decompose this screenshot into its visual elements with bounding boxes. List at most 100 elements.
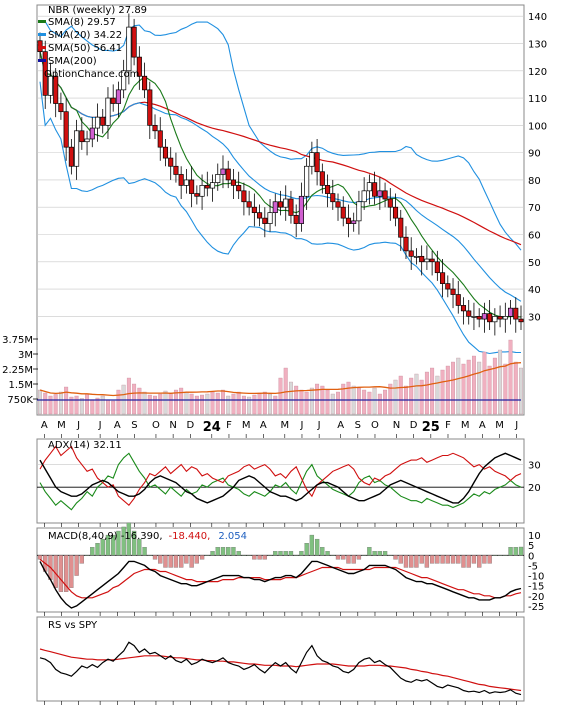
macd-panel-frame bbox=[36, 527, 525, 613]
axis-labels: 304050607080901001101201301403.75M3M2.25… bbox=[2, 12, 547, 705]
candle-body bbox=[204, 185, 210, 189]
macd-histogram-bar bbox=[215, 547, 220, 556]
macd-histogram-bar bbox=[362, 555, 367, 556]
x-axis-label: J bbox=[98, 420, 102, 431]
macd-histogram-bar bbox=[236, 551, 241, 556]
candle-body bbox=[487, 313, 493, 323]
macd-histogram-bar bbox=[398, 555, 403, 564]
volume-bar bbox=[241, 395, 246, 415]
candle-body bbox=[162, 146, 169, 159]
candle-body bbox=[168, 157, 174, 167]
volume-bar bbox=[158, 393, 163, 415]
plus-di-line bbox=[39, 452, 522, 511]
candle-body bbox=[366, 182, 372, 192]
main-panel-frame bbox=[36, 4, 525, 416]
candle-body bbox=[455, 294, 461, 306]
candle-body bbox=[460, 305, 467, 312]
candle-body bbox=[330, 193, 336, 203]
x-axis-label: M bbox=[461, 420, 470, 431]
volume-bar bbox=[461, 363, 466, 415]
price-panel bbox=[37, 13, 524, 355]
candle-body bbox=[63, 111, 69, 148]
sma8-line bbox=[39, 51, 522, 318]
macd-value: MACD(8,40,9) -16.390, bbox=[48, 531, 163, 542]
volume-bar bbox=[179, 387, 184, 415]
candle-body bbox=[47, 75, 54, 96]
volume-bar bbox=[132, 383, 137, 415]
volume-bar bbox=[126, 377, 131, 415]
macd-histogram-bar bbox=[121, 526, 126, 556]
candle-body bbox=[502, 316, 508, 320]
volume-bar bbox=[226, 395, 231, 415]
volume-bar bbox=[372, 387, 377, 415]
macd-histogram-bar bbox=[95, 543, 100, 556]
volume-bar bbox=[69, 396, 74, 415]
legend-sma20: SMA(20) 34.22 bbox=[48, 30, 122, 41]
candle-body bbox=[387, 198, 393, 208]
candle-body bbox=[126, 26, 132, 72]
macd-histogram-bar bbox=[440, 555, 445, 564]
macd-histogram-bar bbox=[152, 555, 158, 560]
x-axis-label: M bbox=[57, 420, 66, 431]
candle-body bbox=[283, 198, 289, 208]
candle-body bbox=[429, 258, 435, 263]
volume-tick-label: 3M bbox=[18, 350, 33, 361]
candle-body bbox=[476, 316, 482, 320]
macd-histogram-bar bbox=[267, 555, 273, 556]
candle-body bbox=[345, 217, 352, 224]
macd-histogram-bar bbox=[372, 551, 377, 556]
x-axis-label: D bbox=[410, 420, 418, 431]
candle-body bbox=[74, 130, 80, 167]
candle-body bbox=[419, 255, 425, 263]
candle-body bbox=[189, 179, 195, 194]
macd-histogram-bar bbox=[105, 534, 111, 556]
candle-body bbox=[377, 190, 383, 197]
volume-bar bbox=[430, 367, 435, 415]
legend-sma200: SMA(200) bbox=[48, 56, 97, 67]
macd-histogram-bar bbox=[429, 555, 435, 564]
x-axis-label: O bbox=[371, 420, 379, 431]
candle-body bbox=[241, 190, 247, 203]
volume-bar bbox=[456, 357, 461, 415]
candle-body bbox=[178, 174, 184, 186]
legend-swatch-sma20 bbox=[38, 33, 46, 36]
volume-bar bbox=[53, 394, 58, 415]
volume-average-line bbox=[39, 362, 522, 397]
macd-histogram-bar bbox=[393, 555, 398, 560]
candle-body bbox=[142, 75, 148, 91]
macd-histogram-bar bbox=[205, 555, 210, 556]
price-tick-label: 110 bbox=[528, 94, 547, 105]
macd-histogram-bar bbox=[294, 555, 299, 556]
macd-histogram-bar bbox=[330, 555, 335, 556]
candle-body bbox=[147, 89, 153, 126]
legend-sma50: SMA(50) 56.41 bbox=[48, 43, 122, 54]
candle-body bbox=[225, 168, 231, 181]
candle-body bbox=[42, 51, 48, 96]
macd-histogram-bar bbox=[168, 555, 173, 568]
macd-histogram-bar bbox=[278, 551, 283, 556]
macd-histogram-bar bbox=[314, 538, 320, 556]
volume-bar bbox=[283, 367, 288, 415]
candle-body bbox=[230, 179, 236, 186]
volume-bar bbox=[492, 357, 497, 415]
x-axis-label: A bbox=[479, 420, 486, 431]
x-axis-label: M bbox=[495, 420, 504, 431]
candle-body bbox=[481, 313, 487, 320]
price-tick-label: 40 bbox=[528, 285, 541, 296]
volume-tick-label: 2.25M bbox=[2, 365, 33, 376]
macd-histogram-bar bbox=[257, 555, 262, 560]
volume-bar bbox=[215, 392, 220, 415]
macd-histogram-bar bbox=[299, 551, 304, 556]
macd-histogram-bar bbox=[471, 555, 477, 564]
macd-histogram-bar bbox=[283, 551, 288, 556]
adx-line bbox=[39, 452, 522, 504]
macd-histogram-bar bbox=[131, 530, 137, 556]
volume-bar bbox=[189, 393, 194, 415]
x-axis-label: 24 bbox=[203, 420, 221, 435]
macd-histogram-bar bbox=[163, 555, 168, 568]
macd-histogram-bar bbox=[414, 555, 419, 568]
macd-histogram-bar bbox=[346, 555, 351, 564]
macd-tick-label: -25 bbox=[528, 602, 544, 613]
macd-histogram-bar bbox=[246, 555, 252, 556]
candle-body bbox=[136, 56, 142, 77]
